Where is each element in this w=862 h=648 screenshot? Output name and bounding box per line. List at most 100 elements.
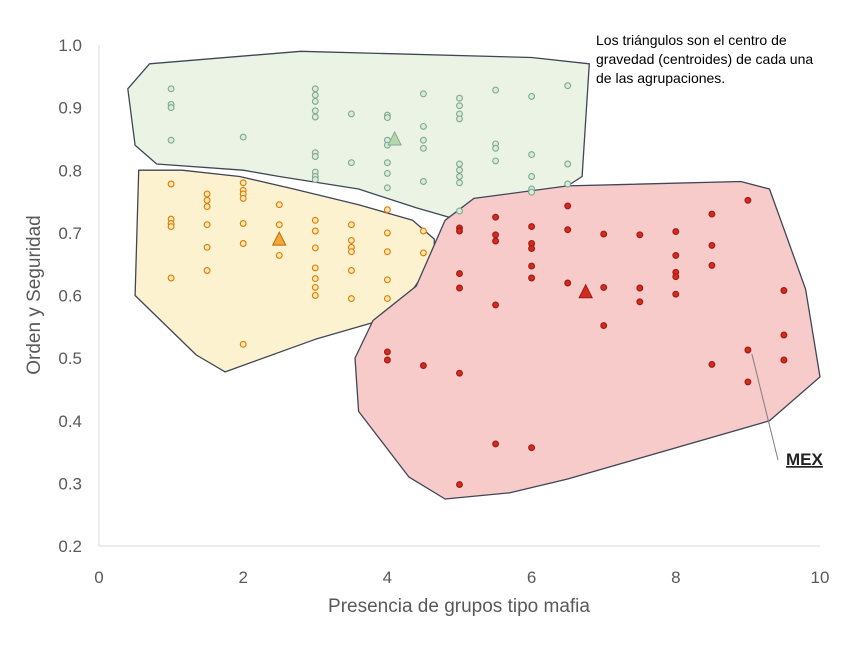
y-tick-label: 1.0 [58, 36, 82, 55]
data-point [708, 241, 716, 249]
data-point [708, 261, 716, 269]
x-axis-title: Presencia de grupos tipo mafia [328, 596, 590, 617]
data-point [275, 201, 283, 209]
data-point [492, 144, 500, 152]
data-point [708, 210, 716, 218]
data-point [456, 284, 463, 292]
data-point [456, 227, 463, 235]
data-point [311, 85, 319, 93]
data-point [311, 283, 319, 291]
data-point [780, 331, 788, 339]
y-tick-label: 0.9 [58, 99, 82, 118]
data-point [528, 274, 536, 282]
data-point [383, 248, 391, 256]
data-point [383, 295, 391, 303]
data-point [419, 178, 427, 185]
data-point [492, 301, 500, 309]
data-point [456, 94, 463, 102]
data-point [203, 267, 211, 274]
y-tick-label: 0.3 [58, 474, 82, 493]
data-point [419, 362, 427, 370]
data-point [419, 144, 427, 152]
data-point [456, 160, 463, 168]
data-point [167, 136, 175, 144]
data-point [744, 378, 752, 386]
data-point [383, 229, 391, 237]
data-point [239, 133, 247, 141]
data-point [780, 356, 788, 364]
data-point [383, 356, 391, 364]
data-point [419, 227, 427, 235]
data-point [383, 169, 391, 177]
data-point [311, 153, 319, 160]
data-point [239, 240, 247, 247]
data-point [744, 196, 752, 204]
data-point [239, 220, 247, 227]
data-point [167, 180, 175, 188]
data-point [672, 273, 680, 281]
centroid-triangle [578, 283, 593, 299]
data-point [528, 245, 536, 252]
clusters-layer [127, 50, 821, 500]
data-point [636, 231, 644, 239]
data-point [600, 283, 608, 291]
data-point [492, 440, 500, 448]
data-point [744, 346, 752, 354]
x-tick-label: 8 [671, 568, 680, 587]
data-point [311, 227, 319, 235]
data-point [528, 173, 536, 180]
data-point [528, 262, 536, 270]
data-point [383, 159, 391, 167]
data-point [347, 110, 355, 118]
data-point [564, 180, 572, 188]
data-point [311, 275, 319, 283]
data-point [311, 264, 319, 272]
x-tick-label: 0 [94, 568, 103, 587]
centroid-triangle [271, 231, 287, 246]
data-point [311, 292, 319, 299]
data-point [564, 279, 572, 287]
data-point [528, 151, 536, 159]
data-point [708, 360, 716, 368]
x-tick-label: 4 [383, 568, 392, 587]
data-point [528, 92, 536, 100]
data-point [419, 90, 427, 98]
data-point [203, 221, 211, 229]
data-point [564, 160, 572, 168]
data-point [167, 85, 175, 93]
data-point [311, 91, 319, 99]
cluster-3 [354, 180, 821, 500]
data-point [203, 196, 211, 204]
y-tick-label: 0.4 [58, 412, 82, 431]
data-point [492, 231, 500, 239]
data-point [383, 206, 391, 214]
data-point [203, 203, 211, 211]
data-point [456, 481, 463, 489]
data-point [347, 267, 355, 274]
y-tick-label: 0.5 [58, 349, 82, 368]
data-point [528, 444, 536, 452]
data-point [167, 223, 175, 231]
x-tick-label: 10 [811, 568, 830, 587]
data-point [564, 202, 572, 210]
data-point [311, 176, 319, 184]
data-point [347, 295, 355, 303]
data-point [672, 251, 680, 259]
data-point [456, 369, 463, 377]
data-point [239, 179, 247, 187]
data-point [311, 244, 319, 252]
data-point [383, 348, 391, 356]
data-point [311, 107, 319, 115]
data-point [347, 159, 355, 167]
data-point [564, 82, 572, 90]
data-point [672, 290, 680, 298]
data-point [383, 184, 391, 192]
data-point [311, 113, 319, 121]
data-point [203, 190, 211, 198]
mex-callout-line [751, 353, 779, 461]
data-point [347, 248, 355, 256]
cluster-points-2 [167, 179, 427, 348]
cluster-points-3 [383, 196, 788, 489]
data-point [456, 166, 463, 174]
data-point [456, 179, 463, 187]
